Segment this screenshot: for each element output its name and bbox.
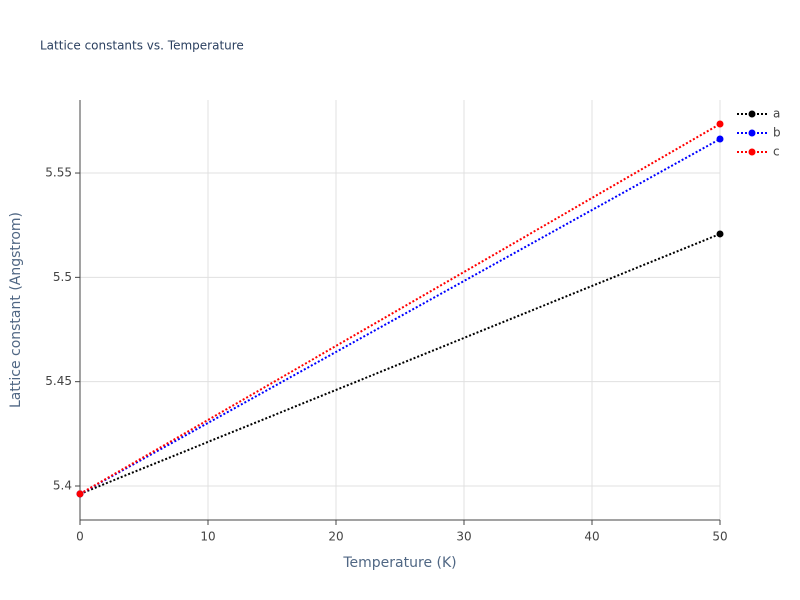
series-line — [79, 123, 721, 495]
x-tick-label: 30 — [456, 530, 471, 544]
data-point — [716, 135, 724, 143]
data-point — [76, 490, 84, 498]
x-tick-label: 40 — [584, 530, 599, 544]
legend-label: c — [773, 145, 780, 159]
legend-label: a — [773, 107, 780, 121]
y-tick-label: 5.4 — [53, 478, 72, 492]
chart-title: Lattice constants vs. Temperature — [40, 39, 244, 53]
series-line — [79, 138, 721, 495]
legend-marker — [748, 129, 756, 137]
y-tick-label: 5.5 — [53, 270, 72, 284]
x-tick-label: 0 — [76, 530, 84, 544]
x-axis-title: Temperature (K) — [342, 555, 456, 571]
y-tick-label: 5.45 — [45, 374, 72, 388]
series-line — [79, 233, 721, 495]
data-point — [716, 230, 724, 238]
x-tick-label: 20 — [328, 530, 343, 544]
y-axis-title: Lattice constant (Angstrom) — [8, 212, 24, 408]
y-tick-label: 5.55 — [45, 166, 72, 180]
x-tick-label: 10 — [200, 530, 215, 544]
legend-marker — [748, 110, 756, 118]
x-tick-label: 50 — [712, 530, 727, 544]
legend-marker — [748, 148, 756, 156]
legend-label: b — [773, 126, 781, 140]
data-point — [716, 120, 724, 128]
